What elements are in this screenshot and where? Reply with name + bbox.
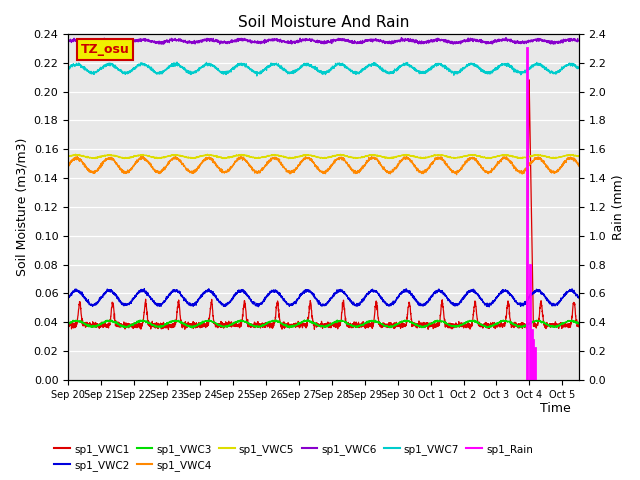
sp1_VWC4 (575, 162, 582, 168)
sp1_VWC5 (575, 154, 582, 159)
sp1_VWC1 (153, 323, 161, 328)
sp1_VWC4 (510, 166, 518, 171)
sp1_VWC1 (164, 327, 172, 333)
Line: sp1_VWC3: sp1_VWC3 (68, 320, 579, 328)
sp1_VWC7 (575, 64, 582, 70)
sp1_VWC7 (565, 62, 573, 68)
sp1_VWC3 (205, 317, 213, 323)
sp1_VWC7 (283, 67, 291, 73)
sp1_VWC4 (565, 155, 573, 160)
sp1_VWC3 (510, 321, 518, 327)
sp1_VWC1 (64, 320, 72, 325)
sp1_VWC7 (260, 67, 268, 73)
sp1_VWC1 (260, 324, 268, 330)
sp1_VWC5 (260, 154, 268, 160)
sp1_VWC2 (260, 296, 268, 302)
sp1_VWC6 (153, 40, 161, 46)
sp1_VWC1 (565, 321, 573, 326)
sp1_VWC2 (64, 294, 72, 300)
sp1_VWC5 (565, 153, 573, 158)
sp1_VWC6 (565, 36, 573, 42)
sp1_VWC7 (122, 70, 130, 76)
sp1_VWC6 (449, 41, 457, 47)
Line: sp1_VWC7: sp1_VWC7 (68, 62, 579, 76)
Y-axis label: Rain (mm): Rain (mm) (612, 174, 625, 240)
sp1_VWC2 (565, 288, 573, 294)
Legend: sp1_VWC1, sp1_VWC2, sp1_VWC3, sp1_VWC4, sp1_VWC5, sp1_VWC6, sp1_VWC7, sp1_Rain: sp1_VWC1, sp1_VWC2, sp1_VWC3, sp1_VWC4, … (50, 439, 538, 475)
Line: sp1_VWC5: sp1_VWC5 (68, 154, 579, 159)
sp1_VWC3 (153, 323, 161, 329)
sp1_VWC1 (525, 77, 533, 83)
Line: sp1_VWC2: sp1_VWC2 (68, 288, 579, 307)
sp1_VWC7 (173, 59, 181, 65)
sp1_VWC6 (260, 37, 268, 43)
sp1_VWC5 (153, 155, 161, 161)
sp1_VWC2 (510, 297, 518, 303)
sp1_VWC5 (282, 155, 290, 161)
sp1_VWC4 (153, 168, 161, 174)
X-axis label: Time: Time (541, 402, 572, 416)
sp1_VWC2 (282, 299, 290, 305)
sp1_VWC5 (204, 151, 211, 157)
sp1_VWC6 (282, 39, 290, 45)
sp1_VWC7 (510, 69, 518, 75)
sp1_VWC5 (285, 156, 292, 162)
sp1_VWC3 (283, 322, 291, 327)
sp1_VWC3 (188, 325, 196, 331)
sp1_VWC2 (140, 286, 148, 291)
sp1_VWC6 (122, 38, 130, 44)
Line: sp1_VWC4: sp1_VWC4 (68, 156, 579, 175)
sp1_VWC7 (153, 72, 161, 77)
sp1_VWC3 (575, 321, 582, 326)
sp1_VWC6 (575, 38, 582, 44)
sp1_VWC5 (510, 154, 518, 160)
sp1_VWC7 (64, 66, 72, 72)
sp1_VWC3 (565, 319, 573, 324)
sp1_VWC4 (140, 154, 147, 159)
Y-axis label: Soil Moisture (m3/m3): Soil Moisture (m3/m3) (15, 138, 28, 276)
sp1_VWC3 (64, 320, 72, 326)
sp1_VWC5 (122, 155, 130, 161)
sp1_VWC1 (122, 324, 130, 329)
sp1_VWC6 (510, 39, 518, 45)
sp1_VWC2 (575, 295, 582, 300)
sp1_VWC7 (253, 73, 260, 79)
sp1_VWC4 (282, 169, 290, 175)
sp1_VWC4 (64, 161, 72, 167)
sp1_VWC2 (485, 304, 493, 310)
sp1_VWC4 (260, 164, 268, 170)
sp1_VWC3 (260, 322, 268, 328)
sp1_VWC5 (64, 153, 72, 159)
sp1_VWC6 (397, 35, 405, 41)
sp1_VWC2 (122, 302, 130, 308)
sp1_VWC1 (575, 323, 582, 328)
Title: Soil Moisture And Rain: Soil Moisture And Rain (238, 15, 409, 30)
sp1_VWC4 (122, 169, 130, 175)
sp1_VWC1 (282, 323, 290, 329)
sp1_VWC2 (153, 301, 161, 307)
sp1_VWC4 (452, 172, 460, 178)
Line: sp1_VWC1: sp1_VWC1 (68, 80, 579, 330)
Text: TZ_osu: TZ_osu (81, 43, 130, 56)
sp1_VWC3 (122, 324, 130, 330)
sp1_VWC1 (510, 325, 518, 331)
Line: sp1_VWC6: sp1_VWC6 (68, 38, 579, 44)
sp1_VWC6 (64, 36, 72, 42)
